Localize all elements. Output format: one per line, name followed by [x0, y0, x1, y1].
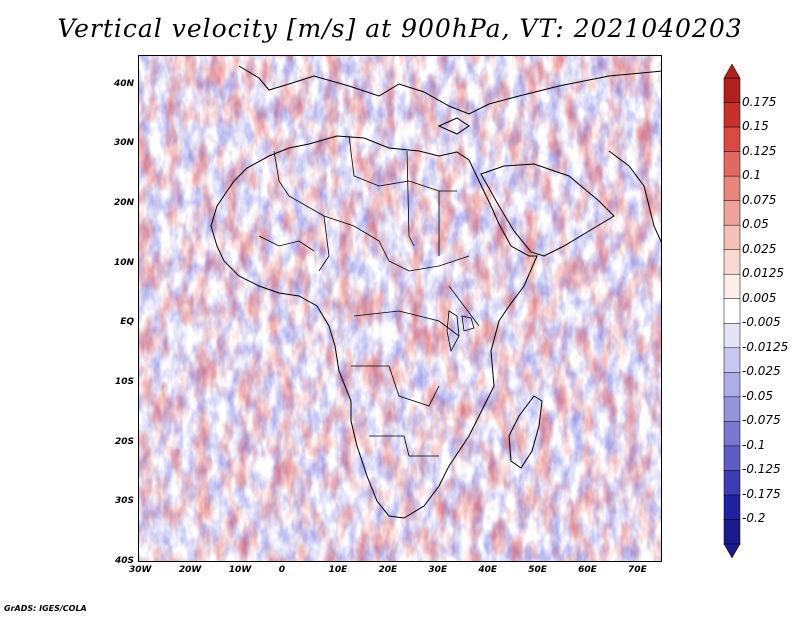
colorbar-swatch [723, 470, 741, 496]
colorbar-swatch [723, 421, 741, 447]
colorbar-label: -0.125 [742, 462, 781, 477]
lon-tick-label: 20W [178, 565, 202, 575]
lat-tick-label: 40S [114, 556, 134, 566]
colorbar-label: -0.075 [742, 413, 781, 428]
colorbar-swatch [723, 200, 741, 226]
colorbar-swatch [723, 126, 741, 153]
colorbar-label: -0.05 [742, 388, 774, 403]
colorbar-swatch [723, 77, 741, 104]
lon-tick-label: 30W [129, 565, 152, 575]
lon-tick-label: 20E [378, 565, 398, 575]
lon-tick-label: 70E [628, 565, 647, 575]
colorbar-label: -0.005 [742, 315, 781, 330]
lon-tick-label: 30E [428, 565, 448, 575]
colorbar-swatch [723, 298, 741, 325]
colorbar-label: -0.025 [742, 364, 781, 379]
colorbar-swatch [723, 323, 741, 349]
coastlines [210, 65, 661, 519]
colorbar-label: 0.025 [742, 241, 777, 256]
colorbar-label: 0.175 [742, 94, 777, 109]
lat-tick-label: EQ [120, 317, 134, 328]
colorbar-swatch [723, 445, 741, 472]
colorbar-label: 0.005 [742, 290, 777, 305]
colorbar-label: -0.0125 [742, 339, 789, 354]
lon-tick-label: 50E [528, 565, 547, 575]
country-borders [258, 135, 480, 457]
map-panel [138, 55, 662, 562]
lakes [446, 310, 475, 353]
lat-tick-label: 30N [113, 138, 134, 149]
lon-tick-label: 10W [228, 565, 252, 575]
lon-tick-label: 0 [278, 565, 285, 575]
colorbar-swatch [723, 273, 741, 300]
colorbar-swatch [723, 372, 741, 398]
colorbar-swatch [723, 347, 741, 374]
colorbar-label: -0.175 [742, 486, 781, 501]
colorbar-label: 0.0125 [742, 266, 784, 281]
colorbar-swatch [723, 494, 741, 521]
colorbar-label: -0.1 [742, 437, 766, 452]
colorbar-swatch [723, 151, 741, 177]
chart-title: Vertical velocity [m/s] at 900hPa, VT: 2… [57, 14, 743, 43]
lon-tick-label: 60E [578, 565, 597, 575]
colorbar [723, 64, 741, 558]
colorbar-min-arrow [723, 543, 741, 558]
lat-tick-label: 30S [114, 496, 134, 507]
lon-tick-label: 40E [478, 565, 498, 575]
colorbar-max-arrow [723, 64, 741, 79]
colorbar-swatch [723, 519, 741, 545]
colorbar-swatch [723, 396, 741, 423]
colorbar-label: -0.2 [742, 511, 766, 526]
lat-tick-label: 10N [113, 257, 134, 268]
lon-tick-label: 10E [328, 565, 348, 575]
colorbar-swatch [723, 224, 741, 251]
lat-tick-label: 20S [114, 436, 134, 447]
vertical-velocity-map [139, 56, 661, 561]
colorbar-label: 0.1 [742, 168, 762, 183]
lat-tick-label: 10S [114, 377, 134, 388]
colorbar-swatch [723, 175, 741, 202]
lat-tick-label: 40N [113, 78, 134, 89]
footer-credit: GrADS: IGES/COLA [4, 604, 87, 613]
colorbar-label: 0.05 [742, 217, 769, 232]
colorbar-label: 0.15 [742, 119, 769, 134]
colorbar-label: 0.075 [742, 192, 777, 207]
colorbar-swatch [723, 249, 741, 275]
lat-tick-label: 20N [113, 198, 134, 209]
colorbar-swatch [723, 102, 741, 128]
colorbar-label: 0.125 [742, 143, 777, 158]
